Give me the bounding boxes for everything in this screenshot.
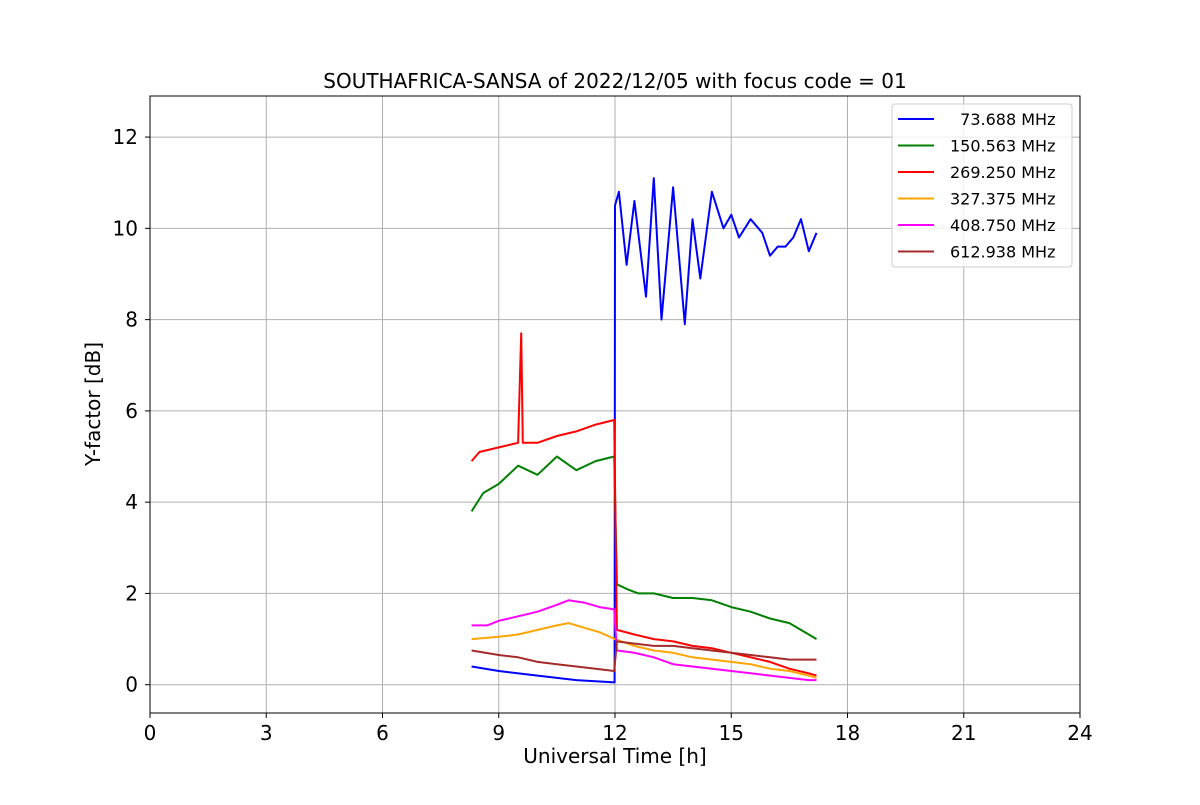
legend-label-4: 327.375 MHz xyxy=(950,190,1055,209)
x-tick-label: 15 xyxy=(719,721,744,745)
x-tick-label: 18 xyxy=(835,721,860,745)
x-tick-label: 0 xyxy=(144,721,157,745)
y-tick-label: 6 xyxy=(125,399,138,423)
y-tick-label: 4 xyxy=(125,490,138,514)
y-tick-label: 10 xyxy=(113,216,138,240)
legend-label-3: 269.250 MHz xyxy=(950,163,1055,182)
x-axis-title: Universal Time [h] xyxy=(523,744,706,768)
legend-box xyxy=(891,103,1073,268)
x-tick-label: 21 xyxy=(951,721,976,745)
series-line-3 xyxy=(470,332,817,677)
x-tick-label: 12 xyxy=(602,721,627,745)
x-tick-label: 9 xyxy=(492,721,505,745)
chart-title: SOUTHAFRICA-SANSA of 2022/12/05 with foc… xyxy=(323,69,907,93)
series-line-4 xyxy=(471,622,817,679)
x-tick-label: 24 xyxy=(1067,721,1092,745)
series-line-2 xyxy=(470,455,818,640)
x-tick-label: 3 xyxy=(260,721,273,745)
series-line-1 xyxy=(471,177,818,684)
series-lines xyxy=(470,177,818,684)
y-tick-label: 8 xyxy=(125,308,138,332)
legend-label-2: 150.563 MHz xyxy=(950,137,1055,156)
y-tick-label: 0 xyxy=(125,673,138,697)
series-line-6 xyxy=(471,640,817,672)
y-tick-label: 2 xyxy=(125,581,138,605)
y-tick-label: 12 xyxy=(113,125,138,149)
series-line-5 xyxy=(471,599,817,682)
legend-label-5: 408.750 MHz xyxy=(950,216,1055,235)
legend-label-1: 73.688 MHz xyxy=(950,110,1055,129)
y-axis-title: Y-factor [dB] xyxy=(81,342,105,467)
legend: 73.688 MHz 150.563 MHz 269.250 MHz 327.375 … xyxy=(891,103,1073,268)
legend-label-6: 612.938 MHz xyxy=(950,243,1055,262)
x-tick-label: 6 xyxy=(376,721,389,745)
